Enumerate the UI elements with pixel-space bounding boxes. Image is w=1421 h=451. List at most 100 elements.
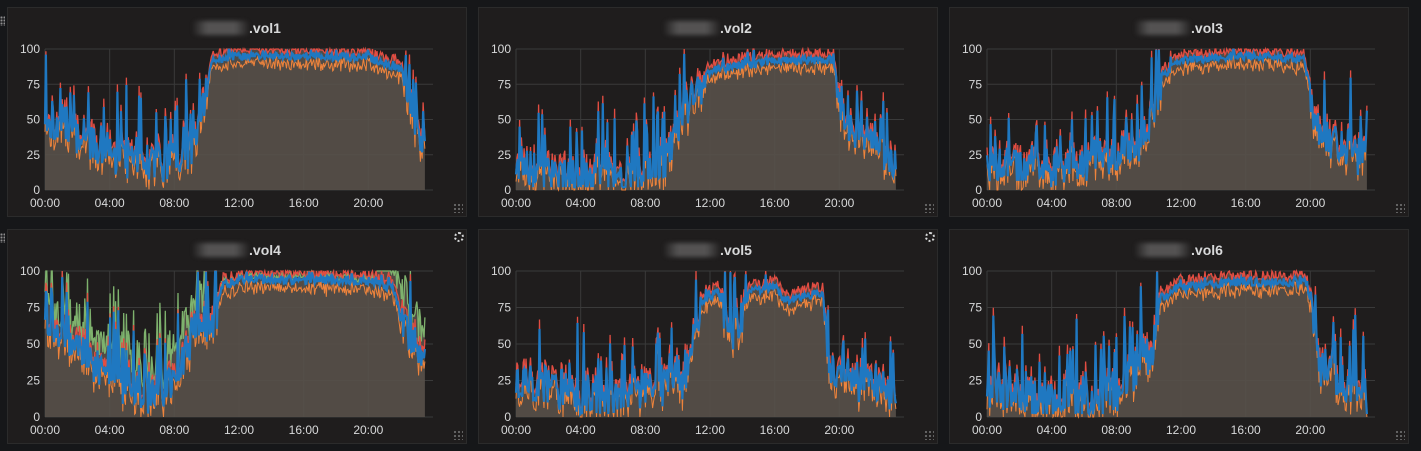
x-tick-label: 16:00 — [760, 423, 790, 437]
x-tick-label: 16:00 — [289, 423, 319, 437]
x-tick-label: 20:00 — [353, 196, 383, 210]
y-tick-label: 75 — [27, 77, 41, 91]
redacted-host — [664, 21, 721, 35]
y-tick-label: 50 — [27, 113, 41, 127]
y-tick-label: 0 — [504, 410, 511, 424]
y-tick-label: 50 — [969, 337, 983, 351]
resize-handle-icon[interactable] — [1395, 203, 1405, 213]
series-line-blue — [514, 271, 897, 418]
series-line-blue — [514, 49, 897, 189]
y-tick-label: 0 — [504, 183, 511, 197]
x-tick-label: 00:00 — [30, 196, 60, 210]
x-tick-label: 04:00 — [566, 423, 596, 437]
loading-spinner-icon — [454, 232, 464, 242]
y-tick-label: 75 — [969, 77, 983, 91]
x-tick-label: 20:00 — [1295, 196, 1325, 210]
x-tick-label: 08:00 — [1101, 423, 1131, 437]
redacted-host — [1135, 243, 1192, 257]
resize-handle-icon[interactable] — [924, 430, 934, 440]
resize-handle-icon[interactable] — [453, 430, 463, 440]
y-tick-label: 0 — [33, 410, 40, 424]
y-tick-label: 50 — [498, 113, 512, 127]
x-tick-label: 12:00 — [224, 423, 254, 437]
y-tick-label: 100 — [20, 42, 40, 56]
panel-title[interactable]: .vol1 — [8, 20, 466, 36]
row-drag-handle[interactable] — [0, 16, 5, 26]
row-drag-handle[interactable] — [0, 233, 5, 243]
graph-plot[interactable]: 100 75 50 25 000:00 04:00 08:00 12:00 16:00 20:00 — [950, 230, 1410, 445]
series-line-red — [986, 46, 1368, 184]
y-tick-label: 100 — [491, 264, 511, 278]
resize-handle-icon[interactable] — [924, 203, 934, 213]
redacted-host — [664, 243, 721, 257]
redacted-host — [1135, 21, 1192, 35]
x-tick-label: 20:00 — [1295, 423, 1325, 437]
x-tick-label: 20:00 — [824, 196, 854, 210]
x-tick-label: 20:00 — [824, 423, 854, 437]
y-tick-label: 100 — [962, 42, 982, 56]
y-tick-label: 50 — [498, 337, 512, 351]
resize-handle-icon[interactable] — [1395, 430, 1405, 440]
graph-panel-vol2: .vol2 100 75 50 25 0 00:00 04:00 08:00 12:00 16:0… — [478, 7, 938, 217]
x-tick-label: 08:00 — [630, 423, 660, 437]
panel-title[interactable]: .vol5 — [479, 242, 937, 258]
resize-handle-icon[interactable] — [453, 203, 463, 213]
y-tick-label: 75 — [498, 77, 512, 91]
y-tick-label: 75 — [969, 301, 983, 315]
x-tick-label: 12:00 — [695, 196, 725, 210]
graph-plot[interactable]: 100 75 50 25 000:00 04:00 08:00 12:00 16:00 20:00 — [8, 230, 468, 445]
x-tick-label: 16:00 — [760, 196, 790, 210]
x-tick-label: 00:00 — [501, 423, 531, 437]
x-tick-label: 12:00 — [224, 196, 254, 210]
graph-panel-vol3: .vol3 100 75 50 25 0 00:00 04:00 08:00 12:00 16:0… — [949, 7, 1409, 217]
series-line-blue — [985, 271, 1368, 418]
panel-title[interactable]: .vol2 — [479, 20, 937, 36]
x-tick-label: 04:00 — [1037, 423, 1067, 437]
x-tick-label: 16:00 — [1231, 423, 1261, 437]
x-tick-label: 08:00 — [630, 196, 660, 210]
y-tick-label: 100 — [491, 42, 511, 56]
loading-spinner-icon — [925, 232, 935, 242]
y-tick-label: 75 — [498, 301, 512, 315]
graph-panel-vol1: .vol1 100 75 50 25 0 00:00 04:00 08:00 12:00 16:0… — [7, 7, 467, 217]
y-tick-label: 25 — [969, 148, 983, 162]
x-tick-label: 00:00 — [501, 196, 531, 210]
y-tick-label: 25 — [498, 374, 512, 388]
graph-plot[interactable]: 100 75 50 25 000:00 04:00 08:00 12:00 16:00 20:00 — [479, 8, 939, 218]
y-tick-label: 0 — [975, 410, 982, 424]
series-line-red — [44, 268, 426, 407]
y-tick-label: 100 — [20, 264, 40, 278]
x-tick-label: 12:00 — [695, 423, 725, 437]
x-tick-label: 16:00 — [289, 196, 319, 210]
redacted-host — [193, 243, 250, 257]
series-area — [987, 271, 1367, 417]
x-tick-label: 08:00 — [159, 423, 189, 437]
y-tick-label: 25 — [27, 148, 41, 162]
series-line-blue — [43, 48, 426, 183]
graph-plot[interactable]: 100 75 50 25 000:00 04:00 08:00 12:00 16:00 20:00 — [8, 8, 468, 218]
y-tick-label: 100 — [962, 264, 982, 278]
series-area — [516, 49, 896, 190]
panel-title[interactable]: .vol6 — [950, 242, 1408, 258]
x-tick-label: 04:00 — [566, 196, 596, 210]
graph-panel-vol6: .vol6 100 75 50 25 0 00:00 04:00 08:00 12:00 16:0… — [949, 229, 1409, 444]
x-tick-label: 16:00 — [1231, 196, 1261, 210]
y-tick-label: 0 — [33, 183, 40, 197]
panel-title[interactable]: .vol4 — [8, 242, 466, 258]
graph-panel-vol5: .vol5 100 75 50 25 0 00:00 04:00 08:00 12:00 16:0… — [478, 229, 938, 444]
y-tick-label: 25 — [27, 374, 41, 388]
x-tick-label: 00:00 — [972, 196, 1002, 210]
y-tick-label: 50 — [969, 113, 983, 127]
graph-plot[interactable]: 100 75 50 25 000:00 04:00 08:00 12:00 16:00 20:00 — [479, 230, 939, 445]
x-tick-label: 00:00 — [30, 423, 60, 437]
y-tick-label: 25 — [498, 148, 512, 162]
y-tick-label: 25 — [969, 374, 983, 388]
series-line-blue — [985, 48, 1368, 188]
x-tick-label: 04:00 — [1037, 196, 1067, 210]
graph-plot[interactable]: 100 75 50 25 000:00 04:00 08:00 12:00 16:00 20:00 — [950, 8, 1410, 218]
x-tick-label: 04:00 — [95, 423, 125, 437]
panel-title[interactable]: .vol3 — [950, 20, 1408, 36]
y-tick-label: 0 — [975, 183, 982, 197]
redacted-host — [193, 21, 250, 35]
x-tick-label: 04:00 — [95, 196, 125, 210]
